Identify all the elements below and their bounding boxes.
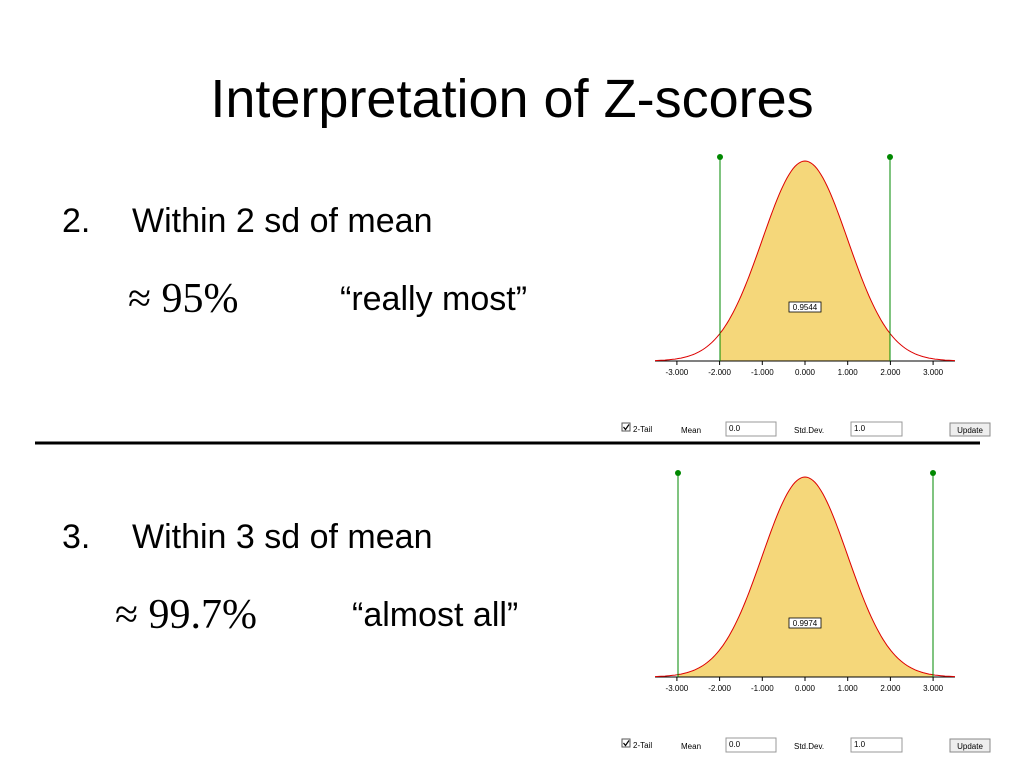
tick-label: -1.000 [751,684,774,693]
item-number: 2. [62,202,90,240]
sd-label: Std.Dev. [794,742,824,751]
tick-label: 2.000 [880,368,901,377]
checkbox[interactable] [621,422,631,432]
tick-label: 1.000 [838,368,859,377]
area-box [788,617,822,629]
item-text: Within 3 sd of mean [132,518,432,556]
mean-value: 0.0 [729,424,741,433]
mean-value: 0.0 [729,740,741,749]
update-label: Update [957,742,983,751]
sd-input[interactable] [850,421,903,437]
tick-label: -3.000 [666,368,689,377]
quote: “really most” [340,280,527,318]
update-button[interactable] [949,422,991,437]
mean-input[interactable] [725,421,777,437]
area-value: 0.9974 [793,619,818,628]
check [623,740,630,747]
update-button[interactable] [949,738,991,753]
sd-value: 1.0 [854,740,866,749]
shaded-area [720,161,890,361]
bound-handle [675,470,681,476]
slide-title: Interpretation of Z-scores [210,69,813,129]
item-number: 3. [62,518,90,556]
mean-input[interactable] [725,737,777,753]
sd-value: 1.0 [854,424,866,433]
tick-label: 3.000 [923,684,944,693]
update-label: Update [957,426,983,435]
tick-label: -2.000 [708,684,731,693]
curve [654,160,956,362]
tick-label: 2.000 [880,684,901,693]
checkbox[interactable] [621,738,631,748]
tick-label: -1.000 [751,368,774,377]
shaded-area [678,477,933,677]
area-box [788,301,822,313]
bound-handle [717,154,723,160]
checkbox-label: 2-Tail [633,425,652,434]
quote: “almost all” [352,596,518,634]
tick-label: 0.000 [795,368,816,377]
tick-label: 3.000 [923,368,944,377]
tick-label: -2.000 [708,368,731,377]
sd-input[interactable] [850,737,903,753]
tick-label: 0.000 [795,684,816,693]
curve [654,476,956,678]
bound-handle [930,470,936,476]
tick-label: 1.000 [838,684,859,693]
item-text: Within 2 sd of mean [132,202,432,240]
area-value: 0.9544 [793,303,818,312]
approx: ≈ 95% [128,276,239,322]
mean-label: Mean [681,426,701,435]
approx: ≈ 99.7% [115,592,257,638]
mean-label: Mean [681,742,701,751]
tick-label: -3.000 [666,684,689,693]
checkbox-label: 2-Tail [633,741,652,750]
sd-label: Std.Dev. [794,426,824,435]
check [623,424,630,431]
bound-handle [887,154,893,160]
